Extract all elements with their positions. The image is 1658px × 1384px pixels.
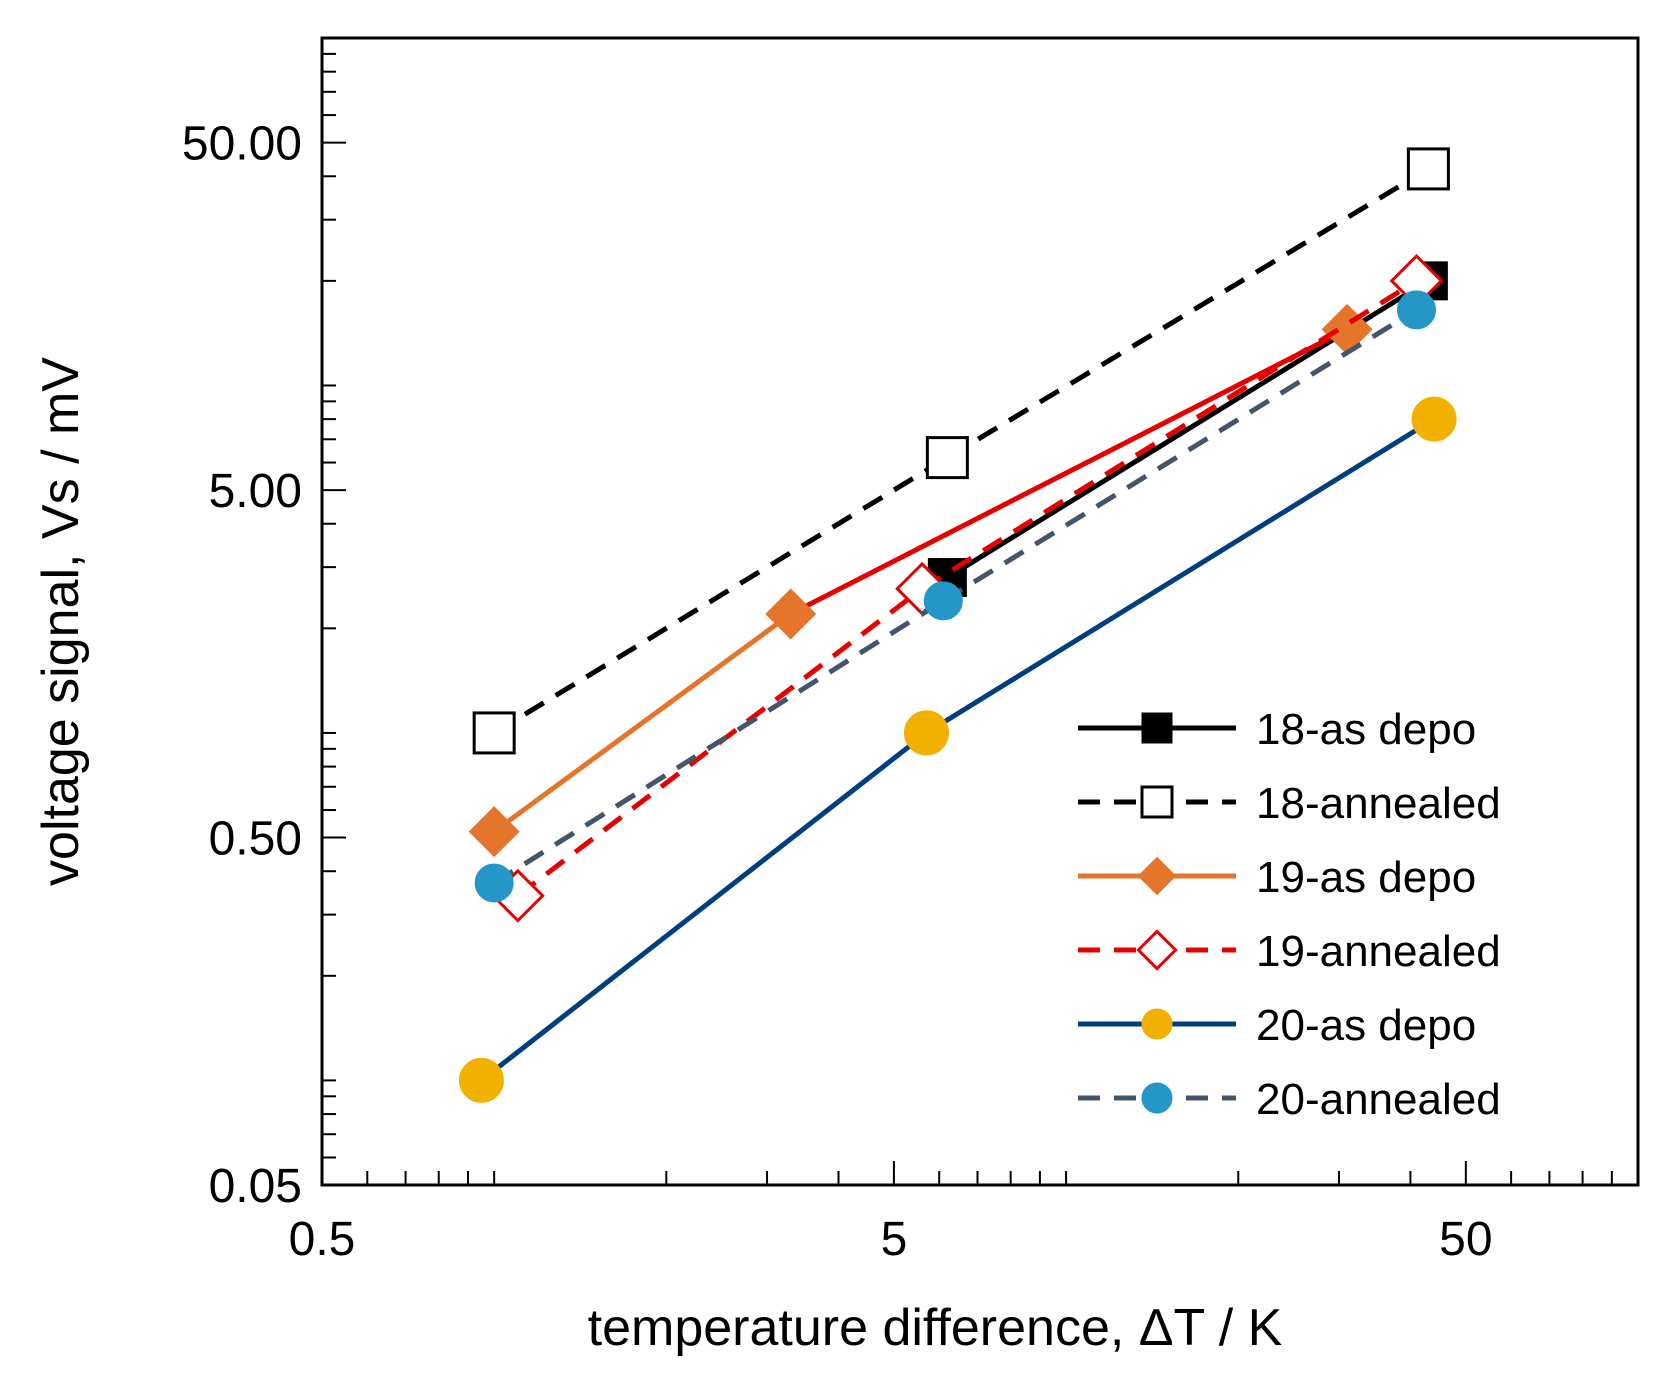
y-axis-title: voltage signal, Vs / mV [32,357,90,886]
series-line-segment [920,278,1418,591]
series-line-segment [789,327,1349,617]
legend-marker [1137,856,1177,896]
legend-marker [1141,1008,1173,1040]
data-point [1406,147,1450,191]
x-tick-label: 0.5 [289,1213,356,1266]
legend-marker [1136,929,1178,971]
series-layer [458,147,1457,1103]
y-tick-label: 0.50 [209,813,302,866]
data-point [925,436,969,480]
data-point [765,588,817,640]
legend-label: 19-as depo [1256,853,1476,902]
series-20-annealed [474,290,1437,903]
series-20-as-depo [458,396,1457,1103]
data-point [458,1057,504,1103]
data-point [472,711,516,755]
legend-label: 20-annealed [1256,1075,1501,1124]
series-line-segment [925,417,1436,736]
data-point [468,806,520,858]
legend-marker [1141,1082,1173,1114]
y-tick-label: 50.00 [182,118,302,171]
series-line-segment [492,598,945,886]
x-axis-title: temperature difference, ΔT / K [588,1299,1283,1357]
series-line-segment [946,166,1430,460]
x-tick-label: 50 [1439,1213,1492,1266]
series-line-segment [492,611,793,834]
series-18-as-depo [927,261,1448,598]
data-point [903,710,949,756]
series-18-annealed [472,147,1450,755]
plot-frame [320,36,1640,1187]
legend-marker [1140,785,1174,819]
data-point [474,863,514,903]
series-line-segment [492,455,949,736]
series-19-as-depo [468,303,1373,858]
data-point [923,581,963,621]
legend-marker [1141,712,1173,744]
data-point [1411,396,1457,442]
legend-label: 19-annealed [1256,927,1501,976]
legend-label: 20-as depo [1256,1001,1476,1050]
legend: 18-as depo 18-annealed 19-as depo 19-anneal… [1078,705,1501,1124]
series-line-segment [941,307,1418,603]
y-tick-label: 5.00 [209,465,302,518]
legend-label: 18-annealed [1256,779,1501,828]
series-line-segment [479,730,929,1083]
y-tick-label: 0.05 [209,1160,302,1213]
data-point [1397,290,1437,330]
x-tick-label: 5 [881,1213,908,1266]
plot-axes: 0.5 5 50 0.05 0.50 5.00 50.00 [182,36,1640,1266]
legend-label: 18-as depo [1256,705,1476,754]
